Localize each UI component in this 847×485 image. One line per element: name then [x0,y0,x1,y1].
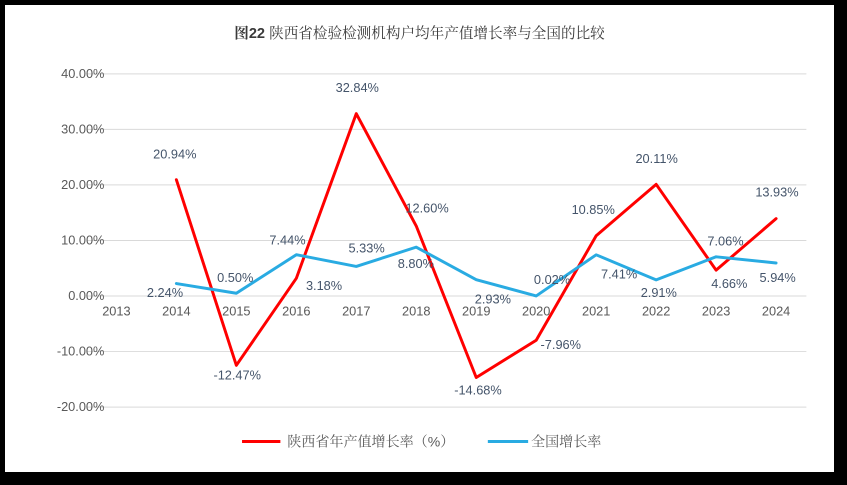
svg-text:-10.00%: -10.00% [57,343,105,358]
svg-text:陕西省年产值增长率（%）: 陕西省年产值增长率（%） [287,433,454,449]
svg-text:2013: 2013 [102,304,130,319]
svg-text:4.66%: 4.66% [711,276,747,291]
svg-text:20.00%: 20.00% [61,177,104,192]
svg-text:7.06%: 7.06% [707,233,743,248]
svg-text:2.91%: 2.91% [641,285,677,300]
svg-text:2.24%: 2.24% [147,285,183,300]
svg-text:32.84%: 32.84% [336,80,379,95]
svg-text:2022: 2022 [642,304,670,319]
svg-text:全国增长率: 全国增长率 [531,433,601,449]
svg-text:-7.96%: -7.96% [541,337,581,352]
svg-text:20.94%: 20.94% [153,147,196,162]
svg-text:10.00%: 10.00% [61,232,104,247]
svg-text:12.60%: 12.60% [405,201,448,216]
svg-text:2023: 2023 [702,304,730,319]
svg-text:0.02%: 0.02% [534,272,570,287]
svg-text:7.44%: 7.44% [269,232,305,247]
svg-text:2024: 2024 [762,304,790,319]
svg-text:10.85%: 10.85% [572,202,615,217]
svg-text:-14.68%: -14.68% [454,382,502,397]
svg-text:30.00%: 30.00% [61,121,104,136]
svg-text:2021: 2021 [582,304,610,319]
svg-text:2020: 2020 [522,304,550,319]
svg-text:40.00%: 40.00% [61,66,104,81]
svg-text:3.18%: 3.18% [306,278,342,293]
svg-text:-12.47%: -12.47% [213,368,261,383]
svg-text:2018: 2018 [402,304,430,319]
svg-text:2014: 2014 [162,304,190,319]
svg-text:-20.00%: -20.00% [57,399,105,414]
svg-text:2016: 2016 [282,304,310,319]
svg-text:0.00%: 0.00% [68,288,104,303]
svg-text:0.50%: 0.50% [217,270,253,285]
svg-text:20.11%: 20.11% [635,151,677,166]
svg-text:5.33%: 5.33% [349,241,385,256]
svg-text:5.94%: 5.94% [760,270,796,285]
svg-text:13.93%: 13.93% [755,185,798,200]
svg-text:7.41%: 7.41% [601,266,637,281]
svg-text:2017: 2017 [342,304,370,319]
svg-text:8.80%: 8.80% [398,256,434,271]
svg-text:2.93%: 2.93% [475,291,511,306]
svg-text:2015: 2015 [222,304,250,319]
